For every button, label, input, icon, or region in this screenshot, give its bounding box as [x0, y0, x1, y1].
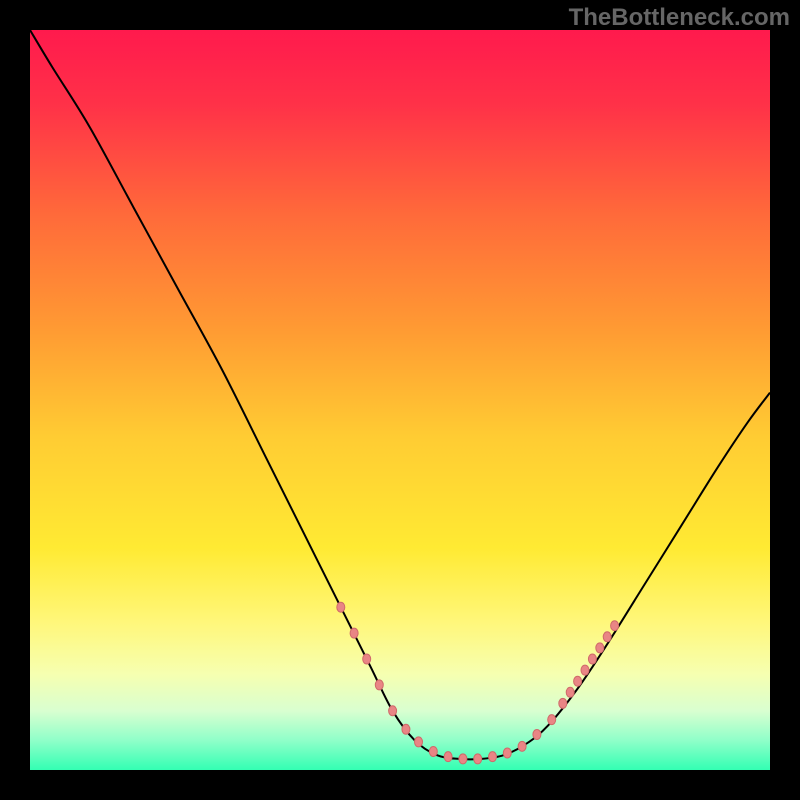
curve-marker — [518, 741, 526, 751]
curve-marker — [363, 654, 371, 664]
curve-marker — [375, 680, 383, 690]
curve-marker — [389, 706, 397, 716]
curve-marker — [574, 676, 582, 686]
curve-marker — [559, 698, 567, 708]
curve-marker — [533, 729, 541, 739]
curve-marker — [415, 737, 423, 747]
curve-marker — [581, 665, 589, 675]
plot-svg — [30, 30, 770, 770]
watermark-text: TheBottleneck.com — [569, 4, 790, 32]
curve-marker — [489, 752, 497, 762]
plot-region — [30, 30, 770, 770]
curve-marker — [603, 632, 611, 642]
curve-marker — [596, 643, 604, 653]
curve-marker — [474, 754, 482, 764]
figure-frame: TheBottleneck.com — [0, 0, 800, 800]
curve-marker — [611, 621, 619, 631]
curve-marker — [459, 754, 467, 764]
curve-marker — [444, 752, 452, 762]
curve-marker — [429, 747, 437, 757]
curve-marker — [337, 602, 345, 612]
plot-background — [30, 30, 770, 770]
curve-marker — [548, 715, 556, 725]
curve-marker — [503, 748, 511, 758]
curve-marker — [350, 628, 358, 638]
curve-marker — [566, 687, 574, 697]
curve-marker — [402, 724, 410, 734]
curve-marker — [588, 654, 596, 664]
